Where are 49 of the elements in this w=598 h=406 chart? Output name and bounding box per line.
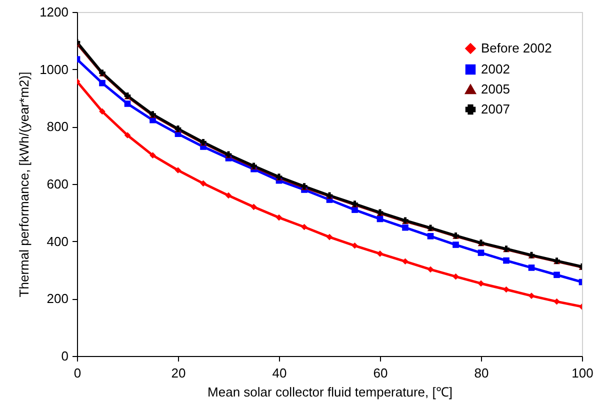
y-tick-label: 200 xyxy=(46,291,68,306)
point xyxy=(376,250,384,257)
point xyxy=(427,233,434,240)
point xyxy=(124,132,131,138)
x-tick-label: 0 xyxy=(74,366,82,380)
x-tick-label: 20 xyxy=(171,366,186,380)
point xyxy=(200,180,206,187)
point xyxy=(402,258,408,265)
y-tick-label: 400 xyxy=(46,234,68,249)
point xyxy=(250,204,257,210)
legend-label: Before 2002 xyxy=(481,40,552,56)
y-tick-label: 0 xyxy=(61,348,68,364)
y-tick-label: 600 xyxy=(46,176,68,192)
point xyxy=(427,266,434,273)
point xyxy=(528,264,535,271)
x-tick-label: 60 xyxy=(373,366,388,380)
legend-label: 2007 xyxy=(481,102,510,116)
point xyxy=(174,167,182,174)
y-tick-label: 1000 xyxy=(40,62,68,77)
y-tick-label: 800 xyxy=(46,119,68,134)
legend-label: 2002 xyxy=(481,62,510,76)
point xyxy=(276,214,282,221)
point xyxy=(376,216,384,222)
point xyxy=(452,242,459,248)
point xyxy=(99,80,106,86)
y-axis-title: Thermal performance, [kWh/(year*m2)] xyxy=(16,72,32,298)
point xyxy=(402,224,408,231)
point xyxy=(352,242,358,249)
point xyxy=(352,206,358,213)
point xyxy=(478,280,484,287)
y-tick-label: 1200 xyxy=(40,4,68,20)
point xyxy=(124,100,131,107)
point xyxy=(301,224,308,230)
x-axis-title: Mean solar collector fluid temperature, [℃] xyxy=(208,384,452,400)
point xyxy=(99,108,106,115)
point xyxy=(150,152,156,158)
point xyxy=(503,286,510,293)
point xyxy=(554,272,560,278)
point xyxy=(554,298,560,305)
x-tick-label: 100 xyxy=(572,366,594,380)
point xyxy=(326,234,333,240)
point xyxy=(452,273,459,280)
point xyxy=(225,192,232,199)
x-tick-label: 40 xyxy=(272,366,287,380)
point xyxy=(528,292,535,299)
x-tick-label: 80 xyxy=(474,366,489,380)
point xyxy=(478,250,484,256)
point xyxy=(503,257,510,264)
legend-label: 2005 xyxy=(481,82,510,96)
